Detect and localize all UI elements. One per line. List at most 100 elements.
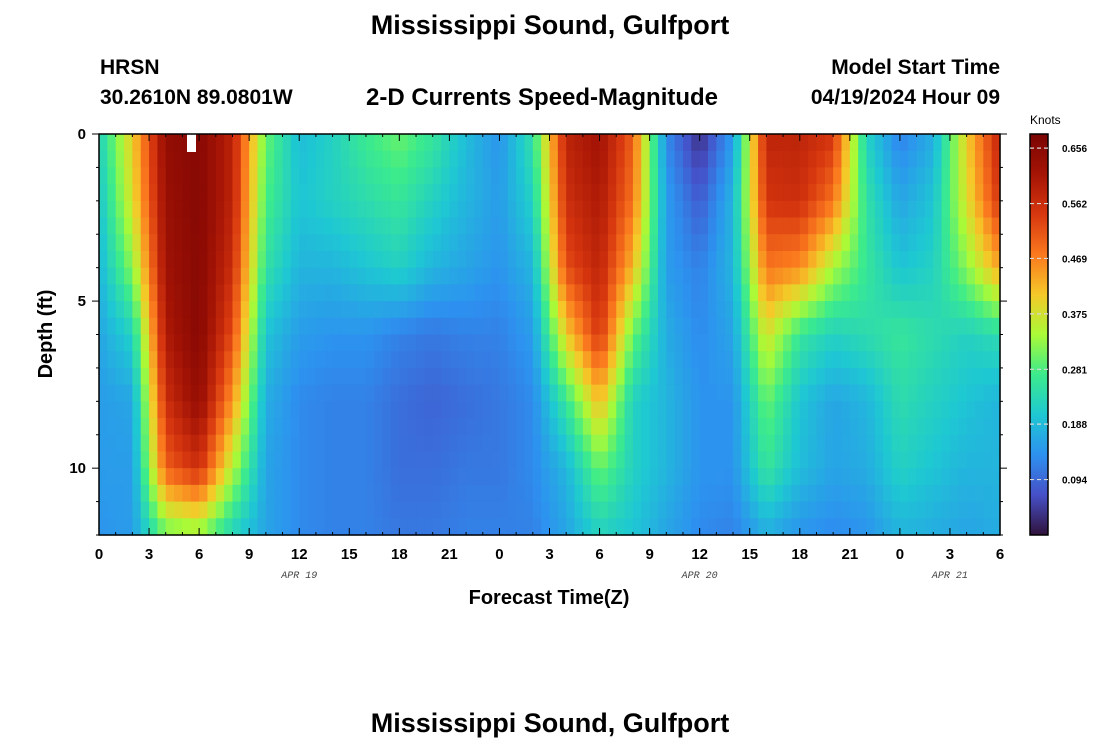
heatmap-cell <box>607 468 617 486</box>
heatmap-cell <box>165 284 175 302</box>
heatmap-cell <box>916 301 926 319</box>
heatmap-cell <box>290 418 300 436</box>
heatmap-cell <box>791 384 801 402</box>
heatmap-cell <box>249 167 259 185</box>
x-tick-label: 18 <box>791 546 808 563</box>
heatmap-cell <box>224 150 234 169</box>
heatmap-cell <box>799 200 809 219</box>
heatmap-cell <box>949 384 959 402</box>
heatmap-cell <box>190 501 200 519</box>
heatmap-cell <box>824 451 834 469</box>
heatmap-cell <box>749 150 759 169</box>
heatmap-cell <box>357 167 367 185</box>
heatmap-cell <box>332 468 342 486</box>
chart-title-repeat: Mississippi Sound, Gulfport <box>370 708 730 738</box>
heatmap-cell <box>382 134 392 152</box>
heatmap-cell <box>374 167 384 185</box>
heatmap-cell <box>624 484 634 503</box>
heatmap-cell <box>491 434 501 453</box>
heatmap-cell <box>841 501 851 519</box>
heatmap-cell <box>841 284 851 302</box>
heatmap-cell <box>357 150 367 169</box>
heatmap-cell <box>224 200 234 219</box>
heatmap-cell <box>174 451 184 469</box>
heatmap-cells <box>99 134 1001 536</box>
heatmap-cell <box>532 284 542 302</box>
heatmap-cell <box>299 334 309 352</box>
heatmap-cell <box>174 384 184 402</box>
heatmap-cell <box>724 334 734 352</box>
heatmap-cell <box>916 418 926 436</box>
heatmap-cell <box>174 250 184 269</box>
heatmap-cell <box>983 384 993 402</box>
heatmap-cell <box>457 401 467 419</box>
heatmap-cell <box>482 184 492 202</box>
heatmap-cell <box>290 334 300 352</box>
heatmap-cell <box>616 234 626 252</box>
heatmap-cell <box>941 234 951 252</box>
heatmap-cell <box>641 284 651 302</box>
heatmap-cell <box>866 384 876 402</box>
heatmap-cell <box>249 367 259 386</box>
heatmap-cell <box>390 367 400 386</box>
heatmap-cell <box>482 150 492 169</box>
heatmap-cell <box>666 351 676 369</box>
heatmap-cell <box>666 401 676 419</box>
heatmap-cell <box>591 451 601 469</box>
heatmap-cell <box>307 434 317 453</box>
heatmap-cell <box>499 284 509 302</box>
heatmap-cell <box>349 150 359 169</box>
colorbar-tick-label: 0.188 <box>1062 420 1087 431</box>
heatmap-cell <box>774 384 784 402</box>
heatmap-cell <box>407 150 417 169</box>
heatmap-cell <box>482 484 492 503</box>
heatmap-cell <box>682 501 692 519</box>
heatmap-cell <box>507 234 517 252</box>
heatmap-cell <box>883 267 893 285</box>
heatmap-cell <box>574 451 584 469</box>
colorbar-tick-label: 0.469 <box>1062 254 1087 265</box>
heatmap-cell <box>749 200 759 219</box>
heatmap-cell <box>866 217 876 235</box>
heatmap-cell <box>749 301 759 319</box>
heatmap-cell <box>499 418 509 436</box>
heatmap-cell <box>290 234 300 252</box>
heatmap-cell <box>924 234 934 252</box>
heatmap-cell <box>783 434 793 453</box>
heatmap-cell <box>883 367 893 386</box>
heatmap-cell <box>140 167 150 185</box>
heatmap-cell <box>616 284 626 302</box>
heatmap-cell <box>541 334 551 352</box>
heatmap-cell <box>616 484 626 503</box>
heatmap-cell <box>99 401 108 419</box>
heatmap-cell <box>724 234 734 252</box>
x-tick-label: 9 <box>245 546 253 563</box>
heatmap-cell <box>390 484 400 503</box>
heatmap-cell <box>374 468 384 486</box>
heatmap-cell <box>132 418 142 436</box>
heatmap-cell <box>307 384 317 402</box>
heatmap-cell <box>891 484 901 503</box>
heatmap-cell <box>207 301 217 319</box>
heatmap-cell <box>974 284 984 302</box>
heatmap-cell <box>716 250 726 269</box>
heatmap-cell <box>307 234 317 252</box>
heatmap-cell <box>224 334 234 352</box>
heatmap-cell <box>649 200 659 219</box>
heatmap-cell <box>866 234 876 252</box>
heatmap-cell <box>124 468 133 486</box>
heatmap-cell <box>457 351 467 369</box>
heatmap-cell <box>174 418 184 436</box>
heatmap-cell <box>416 351 425 369</box>
heatmap-cell <box>449 267 459 285</box>
heatmap-cell <box>215 434 225 453</box>
heatmap-cell <box>724 200 734 219</box>
heatmap-cell <box>299 418 309 436</box>
heatmap-cell <box>349 167 359 185</box>
heatmap-cell <box>265 434 275 453</box>
heatmap-cell <box>991 334 1001 352</box>
heatmap-cell <box>866 134 876 152</box>
heatmap-cell <box>432 250 442 269</box>
heatmap-cell <box>557 434 567 453</box>
heatmap-cell <box>157 418 167 436</box>
